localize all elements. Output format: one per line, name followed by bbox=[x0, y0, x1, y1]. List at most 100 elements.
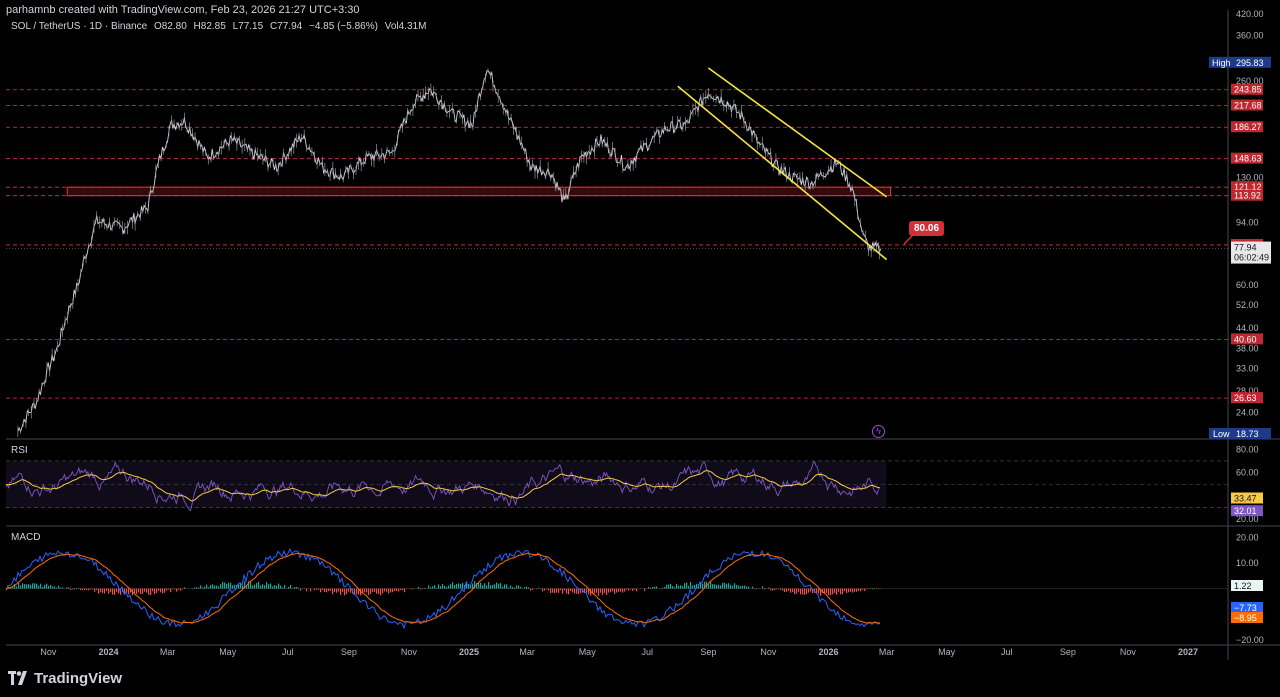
macd-hist-bar bbox=[296, 586, 298, 589]
macd-hist-bar bbox=[380, 588, 382, 596]
macd-hist-bar bbox=[548, 588, 550, 591]
macd-hist-bar bbox=[836, 588, 838, 595]
macd-hist-bar bbox=[666, 584, 668, 589]
macd-hist-bar bbox=[506, 584, 508, 589]
macd-hist-bar bbox=[144, 588, 146, 592]
macd-hist-bar bbox=[774, 588, 776, 591]
macd-hist-bar bbox=[130, 588, 132, 593]
tradingview-logo[interactable]: TradingView bbox=[8, 667, 122, 689]
macd-hist-bar bbox=[38, 585, 40, 589]
macd-hist-bar bbox=[756, 588, 758, 590]
macd-hist-bar bbox=[510, 585, 512, 589]
price-tick-label: 28.00 bbox=[1236, 386, 1259, 396]
macd-hist-bar bbox=[820, 588, 822, 596]
macd-hist-bar bbox=[214, 585, 216, 589]
macd-hist-bar bbox=[508, 587, 510, 589]
macd-hist-bar bbox=[452, 582, 454, 589]
high-marker-value: 295.83 bbox=[1236, 58, 1264, 68]
macd-hist-bar bbox=[618, 588, 620, 592]
macd-hist-bar bbox=[278, 583, 280, 589]
macd-hist-bar bbox=[824, 588, 826, 594]
level-price-label: 26.63 bbox=[1234, 393, 1257, 403]
macd-hist-bar bbox=[230, 582, 232, 589]
macd-hist-bar bbox=[786, 588, 788, 592]
symbol-legend[interactable]: SOL / TetherUS · 1D · Binance O82.80 H82… bbox=[11, 21, 430, 32]
attribution-text: parhamnb created with TradingView.com, F… bbox=[6, 4, 360, 16]
price-tick-label: 260.00 bbox=[1236, 76, 1264, 86]
macd-hist-bar bbox=[118, 588, 120, 594]
macd-hist-bar bbox=[500, 583, 502, 589]
macd-hist-bar bbox=[344, 588, 346, 596]
rsi-ma-tag bbox=[1231, 492, 1263, 504]
macd-hist-bar bbox=[340, 588, 342, 595]
time-tick-label: Nov bbox=[401, 647, 418, 657]
macd-hist-bar bbox=[484, 583, 486, 589]
macd-hist-bar bbox=[198, 587, 200, 589]
macd-hist-bar bbox=[346, 588, 348, 594]
macd-hist-bar bbox=[24, 584, 26, 589]
macd-hist-bar bbox=[332, 588, 334, 595]
macd-hist-bar bbox=[802, 588, 804, 595]
macd-histogram bbox=[6, 581, 882, 596]
macd-hist-bar bbox=[740, 586, 742, 589]
price-tick-label: 420.00 bbox=[1236, 9, 1264, 19]
macd-signal-tag bbox=[1231, 612, 1263, 623]
macd-hist-bar bbox=[162, 588, 164, 594]
macd-hist-bar bbox=[652, 586, 654, 589]
macd-hist-bar bbox=[528, 587, 530, 589]
macd-line bbox=[5, 547, 881, 630]
macd-hist-bar bbox=[124, 588, 126, 595]
macd-hist-bar bbox=[610, 588, 612, 593]
macd-hist-bar bbox=[74, 588, 76, 590]
macd-hist-bar bbox=[530, 588, 532, 591]
macd-hist-bar bbox=[194, 587, 196, 589]
macd-hist-bar bbox=[812, 588, 814, 594]
macd-hist-bar bbox=[608, 588, 610, 593]
macd-hist-bar bbox=[116, 588, 118, 592]
macd-hist-bar bbox=[66, 587, 68, 589]
macd-hist-bar bbox=[96, 588, 98, 590]
macd-hist-bar bbox=[874, 588, 876, 589]
macd-hist-bar bbox=[826, 588, 828, 594]
macd-hist-bar bbox=[730, 584, 732, 589]
macd-hist-bar bbox=[306, 588, 308, 592]
macd-hist-bar bbox=[78, 588, 80, 589]
macd-hist-bar bbox=[776, 588, 778, 590]
macd-hist-bar bbox=[604, 588, 606, 593]
macd-hist-bar bbox=[366, 588, 368, 593]
macd-hist-bar bbox=[742, 585, 744, 589]
level-price-label: 113.92 bbox=[1234, 191, 1261, 201]
macd-hist-bar bbox=[668, 584, 670, 589]
macd-hist-bar bbox=[842, 588, 844, 595]
macd-hist-bar bbox=[648, 587, 650, 589]
macd-hist-bar bbox=[276, 585, 278, 589]
macd-hist-bar bbox=[734, 583, 736, 589]
macd-hist-bar bbox=[324, 588, 326, 592]
macd-hist-bar bbox=[134, 588, 136, 595]
rsi-value-tag bbox=[1231, 505, 1263, 517]
macd-hist-bar bbox=[316, 588, 318, 590]
macd-hist-bar bbox=[106, 588, 108, 591]
macd-hist-bar bbox=[440, 586, 442, 589]
macd-hist-bar bbox=[436, 587, 438, 589]
lightning-icon[interactable]: ϟ bbox=[872, 425, 885, 438]
macd-hist-bar bbox=[784, 588, 786, 593]
macd-hist-bar bbox=[382, 588, 384, 594]
macd-hist-bar bbox=[488, 582, 490, 589]
macd-hist-bar bbox=[846, 588, 848, 594]
macd-signal-line bbox=[5, 552, 881, 624]
macd-hist-bar bbox=[322, 588, 324, 590]
macd-signal-label: −8.95 bbox=[1234, 613, 1257, 623]
macd-hist-bar bbox=[170, 588, 172, 593]
macd-hist-bar bbox=[52, 586, 54, 589]
macd-hist-bar bbox=[590, 588, 592, 596]
macd-hist-bar bbox=[128, 588, 130, 595]
macd-hist-bar bbox=[716, 584, 718, 589]
macd-hist-bar bbox=[434, 585, 436, 589]
macd-hist-bar bbox=[148, 588, 150, 595]
macd-hist-bar bbox=[156, 588, 158, 593]
macd-hist-bar bbox=[712, 584, 714, 589]
high-marker-tag bbox=[1209, 56, 1271, 68]
macd-hist-bar bbox=[680, 585, 682, 589]
